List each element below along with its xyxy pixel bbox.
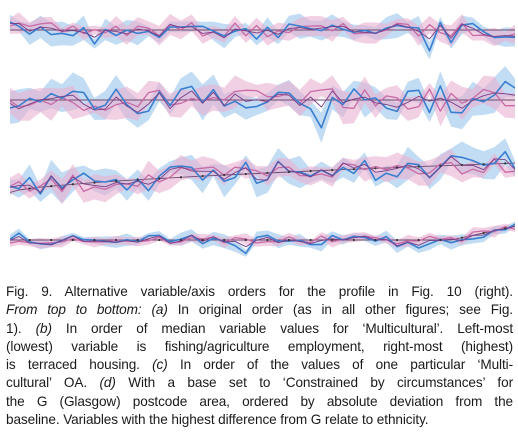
baseline-dot	[309, 169, 312, 173]
caption-line: cultural’ OA. (d) With a base set to ‘Co…	[6, 374, 513, 392]
baseline-dot	[50, 185, 53, 188]
blue-series-line	[10, 80, 515, 129]
baseline-dot	[374, 238, 377, 242]
caption-line: Fig. 9. Alternative variable/axis orders…	[6, 283, 513, 301]
purple-series-line	[10, 225, 515, 248]
caption-line: baseline. Variables with the highest dif…	[6, 411, 513, 429]
baseline-dot	[201, 238, 204, 242]
caption-emphasis: From top to bottom: (a)	[6, 302, 168, 318]
baseline-dot	[93, 181, 96, 184]
baseline-dot	[7, 239, 9, 241]
pink-band	[10, 12, 515, 47]
baseline-dot	[439, 238, 442, 242]
baseline-dot	[158, 177, 161, 180]
baseline-dot	[396, 238, 399, 242]
caption-text: 1).	[6, 320, 36, 336]
baseline-dot	[114, 180, 118, 183]
caption-emphasis: (c)	[152, 357, 168, 373]
baseline-dot	[71, 183, 74, 186]
baseline-dot	[331, 238, 334, 242]
baseline-dot	[504, 162, 507, 165]
baseline-dot	[482, 231, 485, 235]
caption-line: 1). (b) In order of median variable valu…	[6, 320, 513, 338]
baseline-dot	[71, 238, 74, 242]
pink-series-line	[10, 158, 515, 193]
baseline-dot	[352, 168, 355, 171]
baseline-dot	[331, 168, 334, 172]
purple-series-line	[10, 90, 515, 113]
baseline-dot	[93, 238, 96, 242]
baseline-dot	[158, 238, 161, 242]
baseline-dot	[244, 172, 247, 176]
baseline-dot	[460, 236, 464, 239]
blue-series-line	[10, 21, 515, 52]
baseline-dot	[266, 238, 269, 242]
baseline-dot	[374, 167, 377, 170]
figure-caption: Fig. 9. Alternative variable/axis orders…	[6, 283, 513, 429]
caption-text: the G (Glasgow) postcode area, ordered b…	[6, 393, 513, 409]
caption-text: In order of the values of one particular…	[167, 357, 513, 373]
baseline-dot	[352, 238, 355, 242]
baseline-dot	[136, 178, 139, 181]
caption-text: In order of median variable values for ‘…	[51, 320, 513, 336]
pink-series-line	[10, 225, 515, 245]
pink-series-line	[10, 22, 515, 38]
baseline-dot	[179, 238, 183, 242]
baseline-dot	[223, 238, 226, 242]
profile-panel-3	[7, 138, 515, 204]
baseline-dot	[266, 171, 269, 175]
baseline-dot	[50, 238, 53, 242]
baseline-dot	[417, 238, 420, 242]
baseline-dot	[114, 238, 118, 242]
baseline-dot	[136, 238, 139, 242]
baseline-dot	[504, 227, 507, 230]
profile-panel-2	[10, 66, 515, 143]
baseline-dot	[201, 175, 204, 178]
caption-text: baseline. Variables with the highest dif…	[6, 412, 429, 428]
caption-emphasis: (b)	[35, 320, 52, 336]
baseline-dot	[417, 165, 420, 168]
baseline-dot	[460, 163, 464, 167]
caption-line: (lowest) variable is fishing/agriculture…	[6, 338, 513, 356]
pink-band	[10, 149, 515, 204]
purple-series-line	[10, 156, 515, 193]
baseline-dot	[28, 187, 31, 190]
caption-text: In original order (as in all other figur…	[167, 302, 513, 318]
baseline-dot	[287, 238, 291, 242]
blue-series-line	[10, 223, 515, 255]
profile-panel-1	[10, 12, 515, 60]
purple-series-line	[10, 22, 515, 40]
profile-plots	[7, 12, 515, 257]
baseline-dot	[439, 164, 442, 167]
profile-figure	[7, 12, 515, 257]
caption-line: From top to bottom: (a) In original orde…	[6, 301, 513, 319]
baseline-dot	[223, 173, 226, 177]
caption-line: is terraced housing. (c) In order of the…	[6, 356, 513, 374]
caption-text: is terraced housing.	[6, 357, 153, 373]
baseline-dot	[179, 176, 183, 179]
caption-line: the G (Glasgow) postcode area, ordered b…	[6, 393, 513, 411]
baseline-dot	[482, 163, 485, 166]
baseline-dot	[28, 238, 31, 242]
profile-panel-4	[7, 221, 515, 257]
caption-text: cultural’ OA.	[6, 375, 100, 391]
baseline-dot	[287, 170, 291, 174]
caption-emphasis: (d)	[99, 375, 116, 391]
baseline-dot	[396, 166, 399, 169]
baseline-dot	[309, 238, 312, 242]
baseline-dot	[7, 192, 9, 194]
caption-text: (lowest) variable is fishing/agriculture…	[6, 338, 513, 354]
baseline-dot	[244, 238, 247, 242]
caption-text: With a base set to ‘Constrained by circu…	[115, 375, 513, 391]
caption-text: Fig. 9. Alternative variable/axis orders…	[6, 284, 513, 299]
